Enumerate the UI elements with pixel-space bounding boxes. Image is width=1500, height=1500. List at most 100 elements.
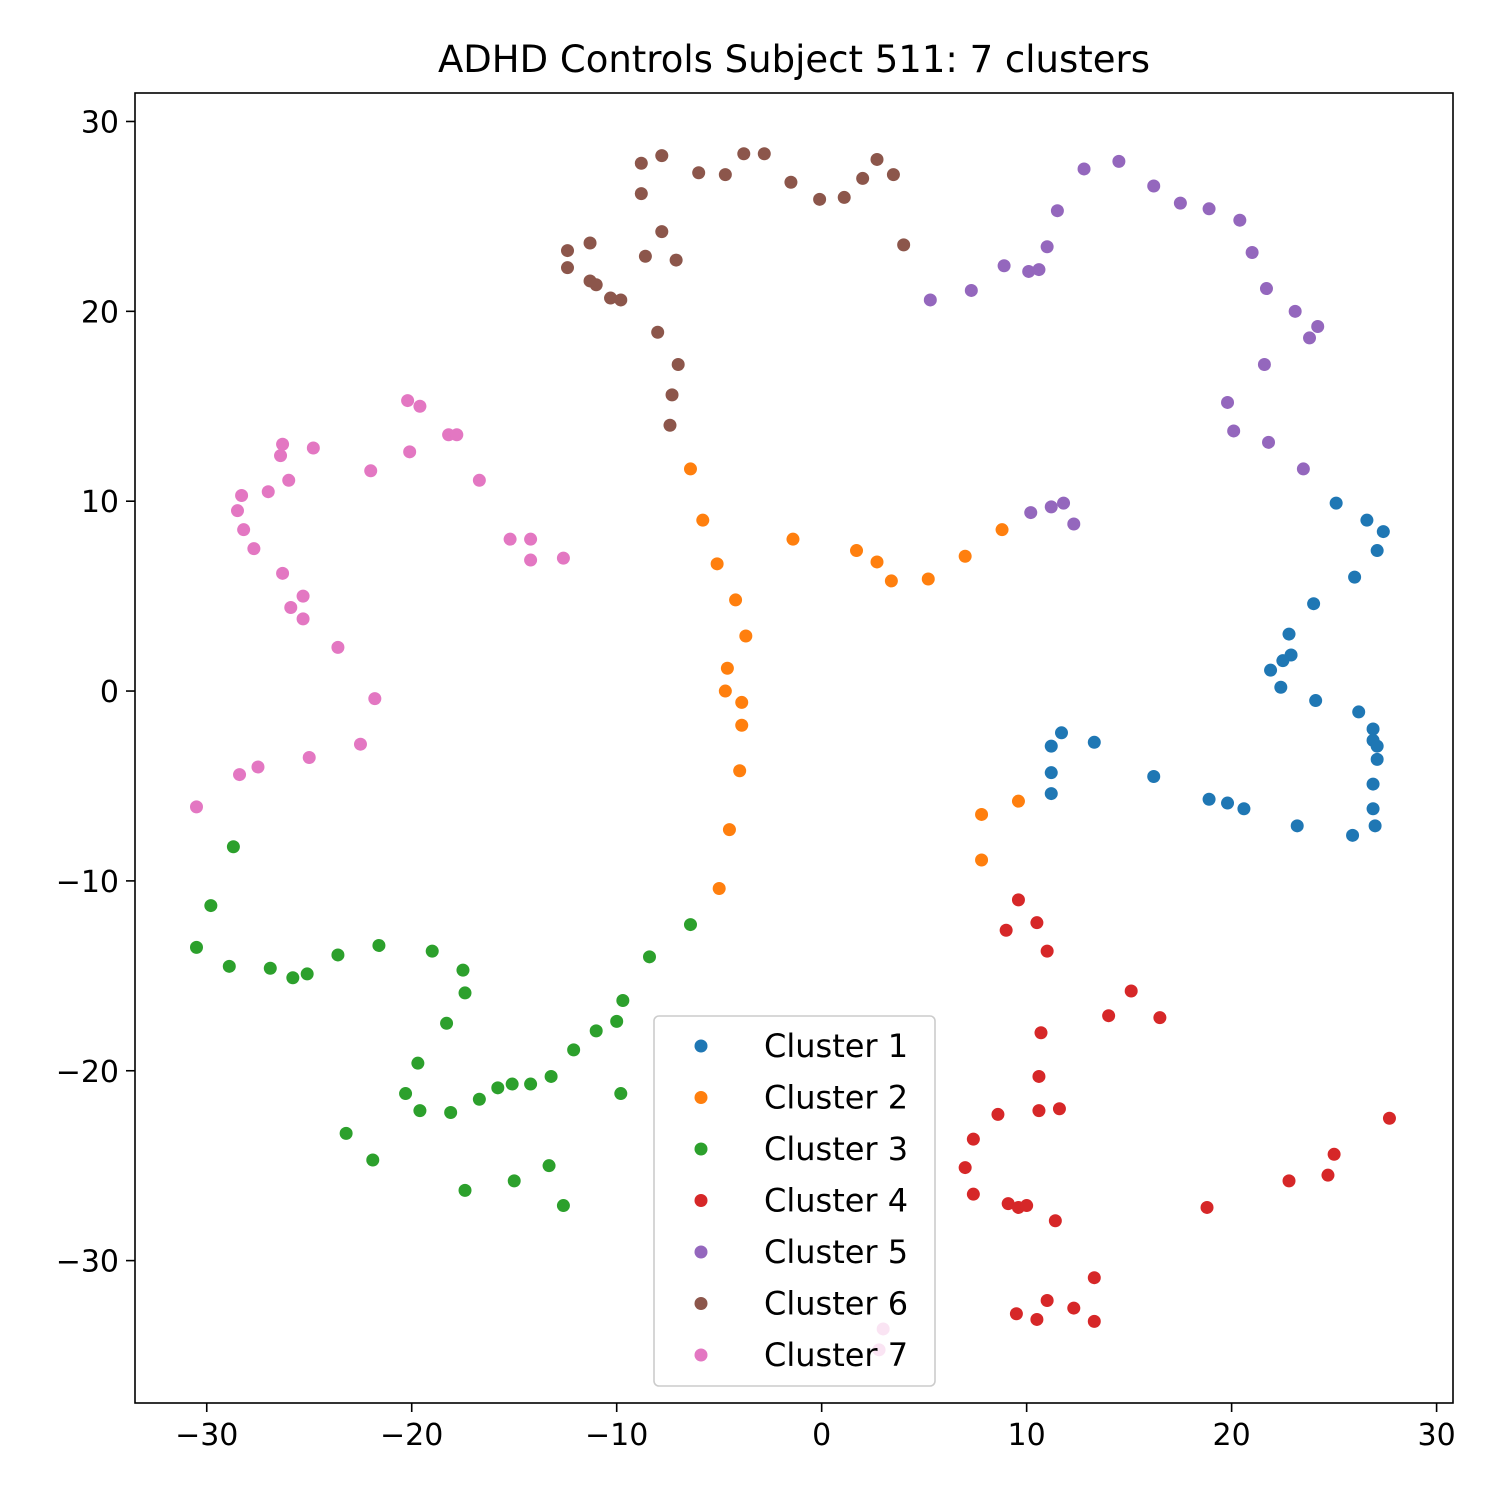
y-tick-label: −10	[56, 865, 119, 900]
data-point	[784, 175, 798, 189]
data-point	[1087, 1271, 1101, 1285]
data-point	[837, 190, 851, 204]
data-point	[235, 488, 249, 502]
y-tick-label: 30	[81, 105, 119, 140]
data-point	[712, 881, 726, 895]
data-point	[583, 236, 597, 250]
legend-item: Cluster 4	[694, 1182, 908, 1220]
data-point	[589, 1024, 603, 1038]
data-point	[1067, 1301, 1081, 1315]
data-point	[1147, 769, 1161, 783]
data-point	[995, 523, 1009, 537]
data-point	[1227, 424, 1241, 438]
data-point	[366, 1153, 380, 1167]
data-point	[655, 149, 669, 163]
data-point	[921, 572, 935, 586]
data-point	[556, 1199, 570, 1213]
legend-marker	[694, 1245, 708, 1259]
data-point	[683, 462, 697, 476]
data-point	[368, 692, 382, 706]
data-point	[739, 629, 753, 643]
legend-item: Cluster 5	[694, 1233, 908, 1271]
data-point	[614, 293, 628, 307]
legend-marker	[694, 1091, 708, 1104]
data-point	[282, 473, 296, 487]
y-tick-label: 0	[100, 675, 119, 710]
data-point	[1346, 828, 1360, 842]
data-point	[1274, 680, 1288, 694]
x-axis: −30 −20 −10 0 10 20 30	[175, 1403, 1456, 1453]
data-point	[1067, 517, 1081, 531]
data-point	[671, 357, 685, 371]
data-point	[997, 259, 1011, 273]
data-point	[870, 152, 884, 166]
data-point	[401, 394, 415, 408]
data-point	[1237, 802, 1251, 816]
data-point	[1011, 794, 1025, 808]
data-point	[884, 574, 898, 588]
data-point	[561, 244, 575, 258]
data-point	[450, 428, 464, 442]
y-tick-label: 20	[81, 295, 119, 330]
data-point	[561, 261, 575, 275]
data-point	[411, 1056, 425, 1070]
data-point	[237, 523, 251, 537]
data-point	[813, 192, 827, 206]
data-point	[1303, 331, 1317, 345]
series-cluster-2	[683, 462, 1025, 895]
data-point	[302, 750, 316, 764]
data-point	[226, 840, 240, 854]
data-point	[1376, 525, 1390, 539]
data-point	[1032, 1104, 1046, 1118]
data-point	[655, 225, 669, 239]
legend-marker	[694, 1194, 708, 1207]
data-point	[1044, 787, 1058, 801]
data-point	[567, 1043, 581, 1057]
data-point	[1009, 1307, 1023, 1321]
data-point	[786, 532, 800, 546]
legend-label: Cluster 6	[764, 1285, 908, 1323]
data-point	[1368, 819, 1382, 833]
data-point	[589, 278, 603, 292]
legend-label: Cluster 3	[764, 1130, 908, 1168]
data-point	[1200, 1200, 1214, 1214]
x-tick-label: −30	[175, 1418, 238, 1453]
legend-marker	[694, 1142, 708, 1156]
data-point	[458, 986, 472, 1000]
data-point	[189, 800, 203, 814]
data-point	[614, 1087, 628, 1101]
data-point	[1034, 1026, 1048, 1040]
data-point	[1352, 705, 1366, 719]
data-point	[413, 399, 427, 413]
x-tick-label: 20	[1213, 1418, 1251, 1453]
data-point	[729, 593, 743, 607]
data-point	[638, 249, 652, 263]
data-point	[1040, 1293, 1054, 1307]
data-point	[261, 485, 275, 499]
legend-box	[653, 1015, 936, 1387]
data-point	[1087, 1314, 1101, 1328]
chart-title: ADHD Controls Subject 511: 7 clusters	[438, 38, 1150, 81]
data-point	[276, 437, 290, 451]
data-point	[1050, 204, 1064, 218]
data-point	[642, 950, 656, 964]
data-point	[1147, 179, 1161, 193]
data-point	[1077, 162, 1091, 176]
data-point	[189, 940, 203, 954]
y-tick-label: 10	[81, 485, 119, 520]
data-point	[251, 760, 265, 774]
series-cluster-1	[1044, 496, 1390, 842]
data-point	[331, 640, 345, 654]
data-point	[306, 441, 320, 455]
data-point	[1259, 282, 1273, 296]
data-point	[1087, 735, 1101, 749]
data-point	[364, 464, 378, 478]
series-cluster-6	[561, 147, 911, 432]
data-point	[425, 944, 439, 958]
y-tick-label: −30	[56, 1245, 119, 1280]
data-point	[339, 1126, 353, 1140]
data-point	[1048, 1214, 1062, 1228]
data-point	[870, 555, 884, 569]
data-point	[856, 171, 870, 185]
